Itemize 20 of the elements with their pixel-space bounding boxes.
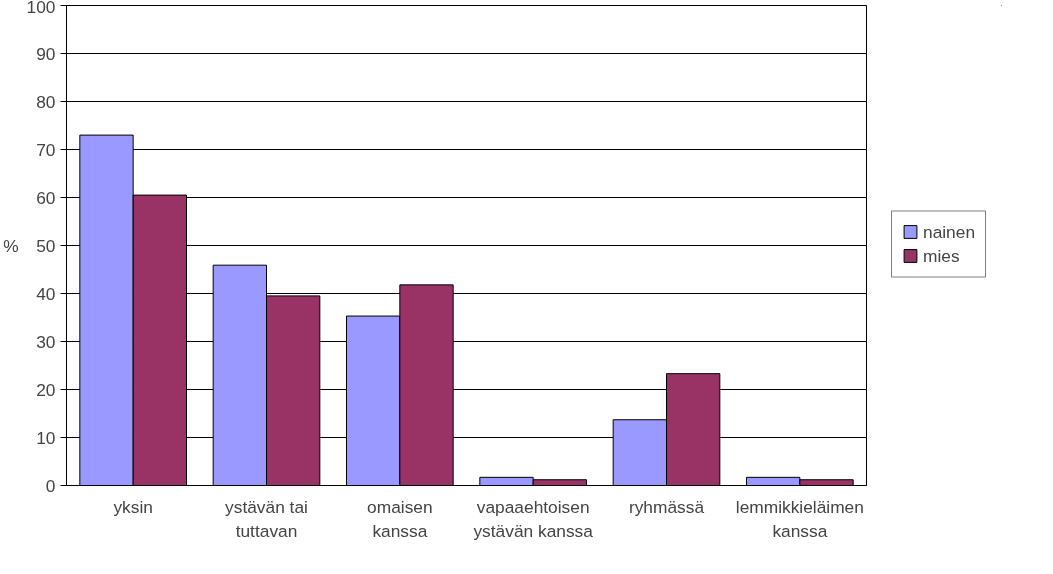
x-tick-label: omaisen kanssa [367, 496, 433, 541]
y-tick-label: 70 [36, 139, 56, 160]
y-tick-label: 90 [36, 43, 56, 64]
x-tick-label: lemmikkieläimen kanssa [735, 496, 864, 541]
y-tick-label: 100 [26, 0, 56, 17]
y-tick-label: 40 [36, 283, 56, 304]
x-tick-label: yksin [113, 496, 153, 517]
y-tick-label: 60 [36, 187, 56, 208]
y-tick-label: 20 [36, 379, 56, 400]
legend-label: mies [923, 245, 960, 266]
y-tick-label: 10 [36, 427, 56, 448]
x-tick-label: vapaaehtoisen ystävän kanssa [473, 496, 594, 541]
x-tick-label: ystävän tai tuttavan [225, 496, 308, 541]
x-tick-label: ryhmässä [628, 496, 705, 517]
legend-label: nainen [923, 221, 976, 242]
y-tick-label: 30 [36, 331, 56, 352]
y-tick-label: 80 [36, 91, 56, 112]
y-tick-label: 0 [45, 475, 56, 496]
y-tick-label: 50 [36, 235, 56, 256]
y-axis-title: % [3, 235, 19, 256]
